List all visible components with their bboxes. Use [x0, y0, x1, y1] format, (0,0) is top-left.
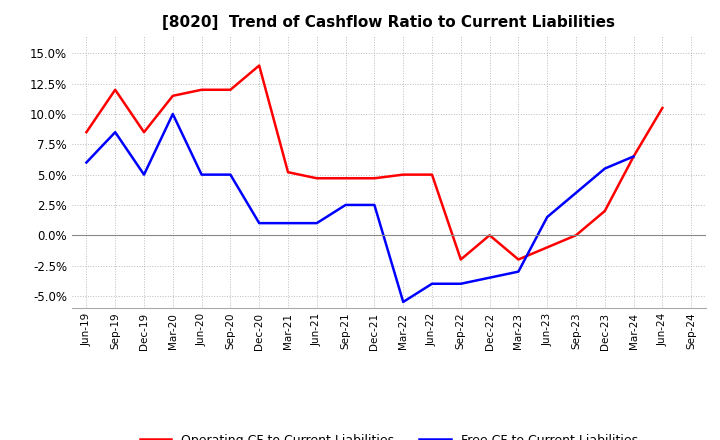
Operating CF to Current Liabilities — [543, 245, 552, 250]
Operating CF to Current Liabilities — [456, 257, 465, 262]
Operating CF to Current Liabilities — [370, 176, 379, 181]
Operating CF to Current Liabilities — [399, 172, 408, 177]
Operating CF to Current Liabilities — [629, 154, 638, 159]
Operating CF to Current Liabilities — [197, 87, 206, 92]
Operating CF to Current Liabilities — [428, 172, 436, 177]
Free CF to Current Liabilities — [140, 172, 148, 177]
Free CF to Current Liabilities — [284, 220, 292, 226]
Operating CF to Current Liabilities — [600, 209, 609, 214]
Operating CF to Current Liabilities — [341, 176, 350, 181]
Operating CF to Current Liabilities — [485, 233, 494, 238]
Operating CF to Current Liabilities — [140, 129, 148, 135]
Operating CF to Current Liabilities — [226, 87, 235, 92]
Free CF to Current Liabilities — [370, 202, 379, 208]
Free CF to Current Liabilities — [399, 299, 408, 304]
Free CF to Current Liabilities — [485, 275, 494, 280]
Free CF to Current Liabilities — [572, 190, 580, 195]
Operating CF to Current Liabilities — [658, 105, 667, 110]
Free CF to Current Liabilities — [312, 220, 321, 226]
Operating CF to Current Liabilities — [111, 87, 120, 92]
Free CF to Current Liabilities — [168, 111, 177, 117]
Free CF to Current Liabilities — [428, 281, 436, 286]
Operating CF to Current Liabilities — [82, 129, 91, 135]
Free CF to Current Liabilities — [226, 172, 235, 177]
Operating CF to Current Liabilities — [312, 176, 321, 181]
Free CF to Current Liabilities — [514, 269, 523, 274]
Operating CF to Current Liabilities — [572, 233, 580, 238]
Free CF to Current Liabilities — [82, 160, 91, 165]
Free CF to Current Liabilities — [255, 220, 264, 226]
Free CF to Current Liabilities — [197, 172, 206, 177]
Free CF to Current Liabilities — [341, 202, 350, 208]
Title: [8020]  Trend of Cashflow Ratio to Current Liabilities: [8020] Trend of Cashflow Ratio to Curren… — [162, 15, 616, 30]
Operating CF to Current Liabilities — [255, 63, 264, 68]
Operating CF to Current Liabilities — [168, 93, 177, 99]
Legend: Operating CF to Current Liabilities, Free CF to Current Liabilities: Operating CF to Current Liabilities, Fre… — [135, 429, 643, 440]
Line: Operating CF to Current Liabilities: Operating CF to Current Liabilities — [86, 66, 662, 260]
Free CF to Current Liabilities — [543, 214, 552, 220]
Operating CF to Current Liabilities — [284, 169, 292, 175]
Free CF to Current Liabilities — [456, 281, 465, 286]
Line: Free CF to Current Liabilities: Free CF to Current Liabilities — [86, 114, 634, 302]
Free CF to Current Liabilities — [111, 129, 120, 135]
Free CF to Current Liabilities — [629, 154, 638, 159]
Operating CF to Current Liabilities — [514, 257, 523, 262]
Free CF to Current Liabilities — [600, 166, 609, 171]
